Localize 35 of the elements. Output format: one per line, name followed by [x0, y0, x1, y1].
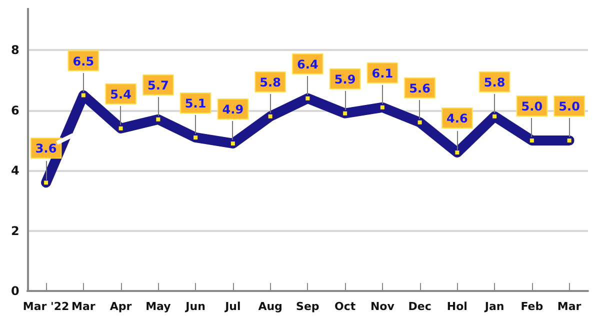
data-label: 6.5 — [72, 54, 94, 68]
data-label: 6.4 — [297, 57, 318, 72]
x-tick-label: Mar '22 — [22, 300, 70, 313]
data-label: 4.6 — [446, 112, 468, 126]
x-tick-label: Jul — [224, 300, 241, 313]
x-tick-label: Nov — [370, 300, 396, 313]
x-tick-label: Oct — [334, 300, 356, 313]
x-tick-label: May — [146, 300, 171, 313]
x-tick-label: Dec — [408, 300, 432, 313]
data-label: 5.6 — [409, 81, 430, 96]
data-label: 5.1 — [184, 96, 206, 110]
x-tick-label: Mar — [557, 300, 582, 313]
data-label: 5.0 — [521, 99, 543, 114]
x-tick-label: Aug — [258, 300, 282, 313]
data-label: 5.4 — [110, 87, 132, 102]
data-label: 5.9 — [334, 72, 356, 86]
x-tick-label: Sep — [296, 300, 320, 313]
data-label: 3.6 — [35, 142, 57, 156]
x-tick-label: Mar — [72, 300, 96, 313]
data-label: 5.8 — [260, 75, 281, 90]
data-label: 5.0 — [558, 99, 580, 114]
y-tick-label: 4 — [10, 164, 20, 178]
y-tick-label: 8 — [10, 43, 20, 58]
data-label: 5.7 — [148, 78, 169, 92]
x-tick-label: Apr — [110, 300, 132, 313]
data-label: 5.8 — [484, 75, 506, 90]
data-label: 4.9 — [222, 102, 244, 116]
x-tick-label: Jan — [484, 300, 504, 313]
y-tick-label: 2 — [10, 224, 20, 238]
data-label: 6.1 — [372, 66, 394, 80]
x-tick-label: Feb — [520, 300, 544, 313]
y-tick-label: 0 — [10, 284, 20, 298]
x-tick-label: Jun — [184, 300, 206, 313]
x-tick-label: Hol — [446, 300, 468, 313]
y-tick-label: 6 — [10, 103, 20, 118]
